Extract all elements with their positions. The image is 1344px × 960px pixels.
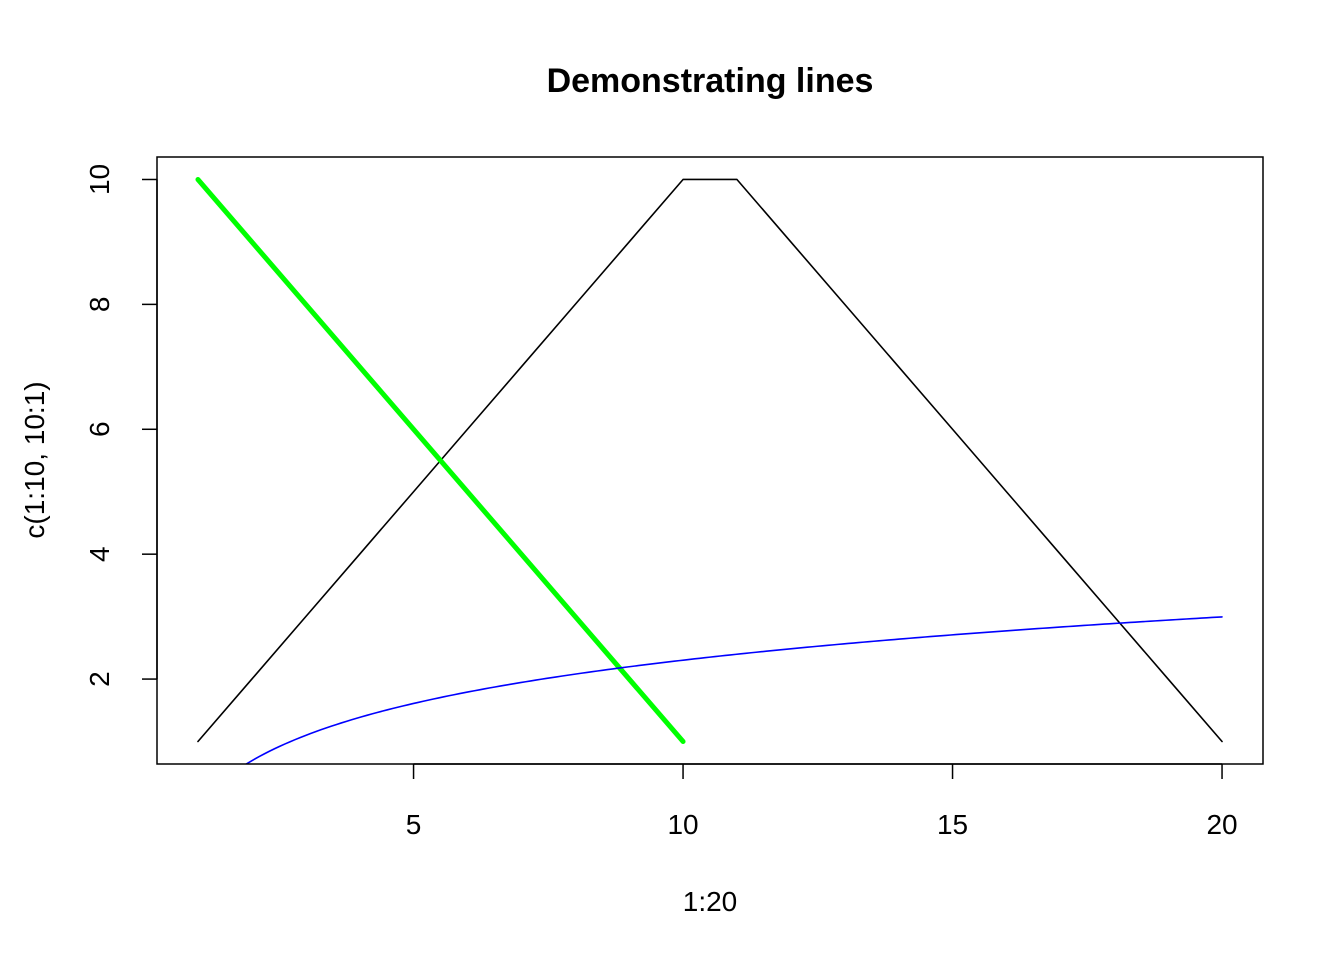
y-tick-label: 8 [84,297,115,313]
plot-frame [156,156,1264,765]
x-tick-label: 5 [406,809,422,840]
x-tick-label: 20 [1206,809,1237,840]
series-layer [195,176,1223,764]
y-tick-label: 6 [84,421,115,437]
x-tick-label: 15 [937,809,968,840]
x-axis: 5 10 15 20 [406,763,1238,840]
y-tick-label: 4 [84,546,115,562]
y-tick-label: 2 [84,671,115,687]
y-axis: 2 4 6 8 10 [84,164,158,687]
series-line-1 [197,178,1223,743]
x-tick-label: 10 [667,809,698,840]
y-tick-label: 10 [84,164,115,195]
series-line-3 [244,616,1223,764]
y-axis-label: c(1:10, 10:1) [19,381,50,538]
series-line-2 [195,176,686,745]
chart-title: Demonstrating lines [547,62,874,100]
x-axis-label: 1:20 [683,886,738,917]
